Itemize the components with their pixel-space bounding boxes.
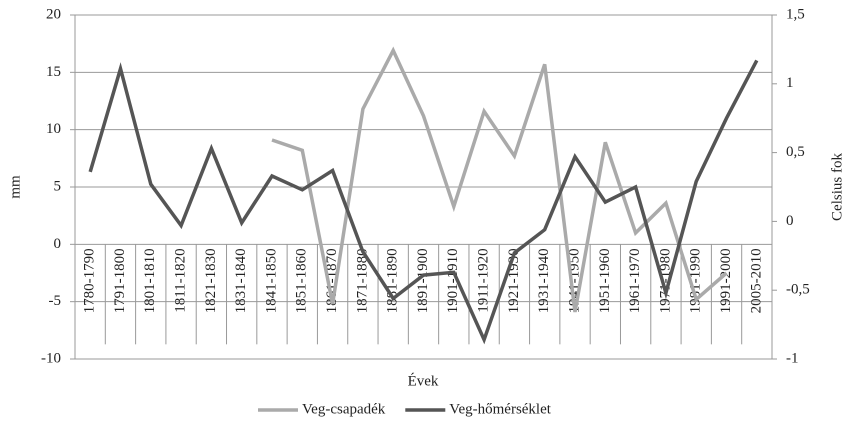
legend-label: Veg-csapadék — [302, 401, 386, 417]
y-tick-label: -10 — [41, 350, 61, 366]
x-tick-label: 1831-1840 — [233, 248, 249, 313]
y-axis-label: mm — [7, 175, 23, 199]
y2-tick-label: 1,5 — [786, 6, 805, 22]
y2-tick-label: -1 — [786, 350, 799, 366]
y2-tick-label: 0 — [786, 213, 794, 229]
y2-tick-label: 1 — [786, 75, 794, 91]
y-tick-label: 0 — [54, 236, 62, 252]
x-tick-label: 1881-1890 — [385, 248, 401, 313]
x-tick-label: 1901-1910 — [445, 248, 461, 313]
x-tick-label: 1991-2000 — [718, 248, 734, 313]
x-tick-label: 1821-1830 — [203, 248, 219, 313]
series-line — [88, 59, 759, 345]
y-tick-label: 10 — [46, 121, 61, 137]
y-tick-label: 5 — [54, 178, 62, 194]
x-tick-label: 1951-1960 — [597, 248, 613, 313]
y2-axis-label: Celsius fok — [829, 153, 845, 221]
x-tick-label: 2005-2010 — [748, 248, 764, 313]
x-tick-label: 1961-1970 — [627, 248, 643, 313]
y-tick-label: 15 — [46, 64, 61, 80]
y2-tick-label: -0,5 — [786, 282, 810, 298]
x-axis-label: Évek — [408, 372, 439, 389]
x-tick-label: 1791-1800 — [112, 248, 128, 313]
y-tick-label: -5 — [49, 293, 62, 309]
x-tick-label: 1811-1820 — [173, 248, 189, 312]
x-tick-label: 1801-1810 — [142, 248, 158, 313]
x-tick-label: 1931-1940 — [536, 248, 552, 313]
x-tick-label: 1871-1880 — [354, 248, 370, 313]
y-tick-label: 20 — [46, 6, 61, 22]
x-tick-label: 1851-1860 — [294, 248, 310, 313]
x-tick-label: 1841-1850 — [263, 248, 279, 313]
x-tick-label: 1971-1980 — [657, 248, 673, 313]
x-tick-label: 1911-1920 — [476, 248, 492, 312]
x-tick-label: 1861-1870 — [324, 248, 340, 313]
x-tick-label: 1891-1900 — [415, 248, 431, 313]
y2-tick-label: 0,5 — [786, 144, 805, 160]
x-tick-label: 1780-1790 — [82, 248, 98, 313]
legend-label: Veg-hőmérséklet — [449, 401, 551, 417]
